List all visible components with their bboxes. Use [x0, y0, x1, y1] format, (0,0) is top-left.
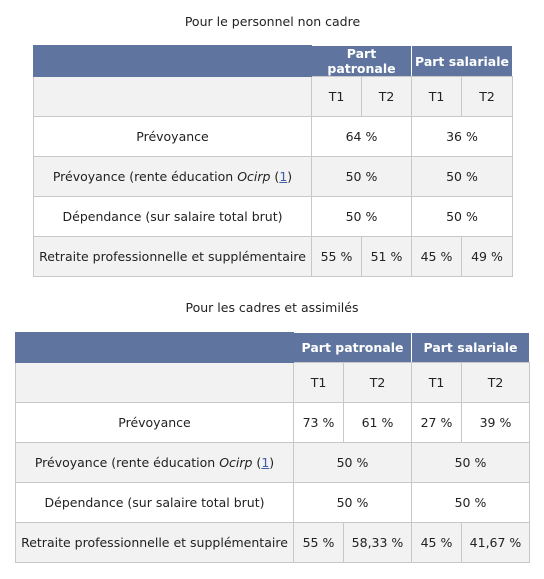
row-label-paren-close: )	[287, 169, 293, 184]
subheader-t1: T1	[411, 76, 462, 117]
table-row: Retraite professionnelle et supplémentai…	[15, 522, 530, 563]
subheader-t2: T2	[461, 362, 530, 403]
row-label-paren: (	[270, 169, 280, 184]
employee-t2-value: 49 %	[461, 236, 513, 277]
employee-value: 50 %	[411, 196, 513, 237]
row-label: Prévoyance	[15, 402, 294, 443]
employee-t1-value: 27 %	[411, 402, 462, 443]
employer-value: 50 %	[311, 156, 412, 197]
employer-t2-value: 58,33 %	[343, 522, 412, 563]
table-caption: Pour les cadres et assimilés	[185, 300, 359, 315]
employer-value: 50 %	[311, 196, 412, 237]
row-label: Prévoyance (rente éducation Ocirp (1)	[15, 442, 294, 483]
employer-value: 50 %	[293, 442, 412, 483]
row-label: Dépendance (sur salaire total brut)	[15, 482, 294, 523]
employer-t2-value: 51 %	[361, 236, 412, 277]
employer-value: 64 %	[311, 116, 412, 157]
table-row: Prévoyance 64 % 36 %	[33, 116, 513, 157]
table-row: Dépendance (sur salaire total brut) 50 %…	[15, 482, 530, 523]
employee-value: 50 %	[411, 442, 530, 483]
employer-t2-value: 61 %	[343, 402, 412, 443]
subheader-t1: T1	[411, 362, 462, 403]
contribution-table-non-cadre: Part patronale Part salariale T1 T2 T1 T…	[33, 45, 513, 277]
row-label-paren-close: )	[269, 455, 275, 470]
row-label-text: Prévoyance (rente éducation	[34, 455, 220, 470]
header-employer-share: Part patronale	[311, 45, 412, 77]
header-employer-share: Part patronale	[293, 332, 412, 363]
contribution-table-cadres: Part patronale Part salariale T1 T2 T1 T…	[15, 332, 530, 563]
subheader-t2: T2	[361, 76, 412, 117]
employee-t2-value: 41,67 %	[461, 522, 530, 563]
employee-value: 50 %	[411, 156, 513, 197]
row-label-text: Prévoyance (rente éducation	[52, 169, 238, 184]
table-row: Dépendance (sur salaire total brut) 50 %…	[33, 196, 513, 237]
row-label-italic: Ocirp	[237, 169, 271, 184]
table-caption: Pour le personnel non cadre	[184, 14, 361, 29]
subheader-t1: T1	[293, 362, 344, 403]
header-employee-share: Part salariale	[411, 45, 513, 77]
subheader-t2: T2	[343, 362, 412, 403]
footnote-link[interactable]: 1	[261, 455, 270, 470]
table-row: Prévoyance (rente éducation Ocirp (1) 50…	[33, 156, 513, 197]
footnote-link[interactable]: 1	[279, 169, 288, 184]
employer-t1-value: 55 %	[293, 522, 344, 563]
header-blank	[33, 45, 312, 77]
row-label: Prévoyance (rente éducation Ocirp (1)	[33, 156, 312, 197]
table-row: Prévoyance (rente éducation Ocirp (1) 50…	[15, 442, 530, 483]
row-label: Prévoyance	[33, 116, 312, 157]
employee-value: 50 %	[411, 482, 530, 523]
row-label: Retraite professionnelle et supplémentai…	[15, 522, 294, 563]
header-employee-share: Part salariale	[411, 332, 530, 363]
employee-t1-value: 45 %	[411, 522, 462, 563]
subheader-blank	[33, 76, 312, 117]
row-label: Dépendance (sur salaire total brut)	[33, 196, 312, 237]
row-label-paren: (	[252, 455, 262, 470]
header-blank	[15, 332, 294, 363]
employer-t1-value: 55 %	[311, 236, 362, 277]
row-label-italic: Ocirp	[219, 455, 253, 470]
employee-value: 36 %	[411, 116, 513, 157]
employee-t1-value: 45 %	[411, 236, 462, 277]
subheader-t1: T1	[311, 76, 362, 117]
table-row: Retraite professionnelle et supplémentai…	[33, 236, 513, 277]
employer-t1-value: 73 %	[293, 402, 344, 443]
table-row: Prévoyance 73 % 61 % 27 % 39 %	[15, 402, 530, 443]
employer-value: 50 %	[293, 482, 412, 523]
row-label: Retraite professionnelle et supplémentai…	[33, 236, 312, 277]
subheader-blank	[15, 362, 294, 403]
subheader-t2: T2	[461, 76, 513, 117]
employee-t2-value: 39 %	[461, 402, 530, 443]
